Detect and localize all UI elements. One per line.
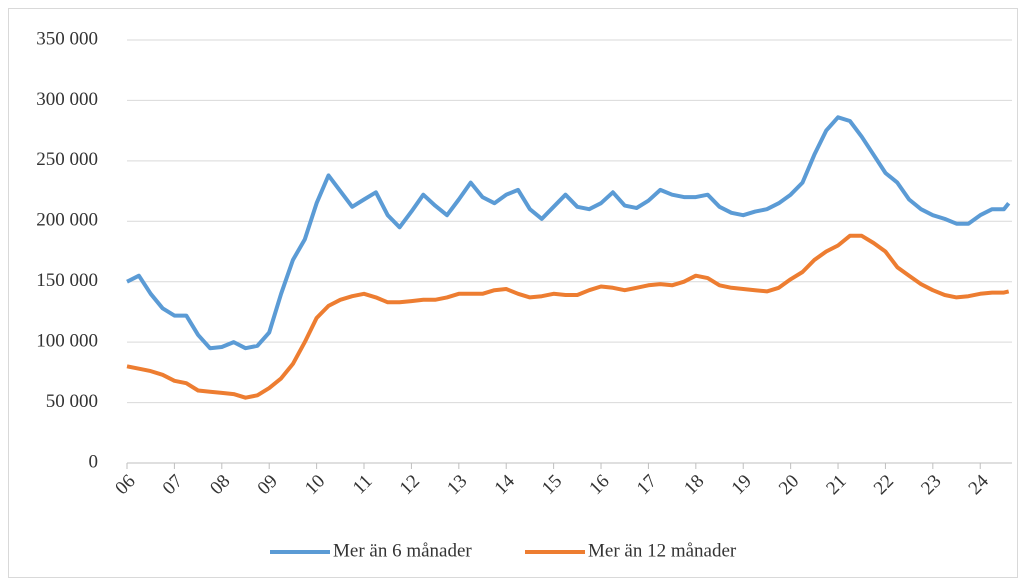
legend-label: Mer än 12 månader xyxy=(588,540,737,561)
y-tick-label: 50 000 xyxy=(46,391,98,412)
legend-label: Mer än 6 månader xyxy=(333,540,472,561)
y-tick-label: 300 000 xyxy=(36,89,98,110)
y-tick-label: 250 000 xyxy=(36,149,98,170)
y-tick-label: 200 000 xyxy=(36,210,98,231)
series-line xyxy=(126,115,1011,351)
y-tick-label: 100 000 xyxy=(36,331,98,352)
y-tick-label: 0 xyxy=(89,451,99,472)
series-line xyxy=(126,233,1010,400)
y-tick-label: 350 000 xyxy=(36,28,98,49)
y-tick-label: 150 000 xyxy=(36,270,98,291)
